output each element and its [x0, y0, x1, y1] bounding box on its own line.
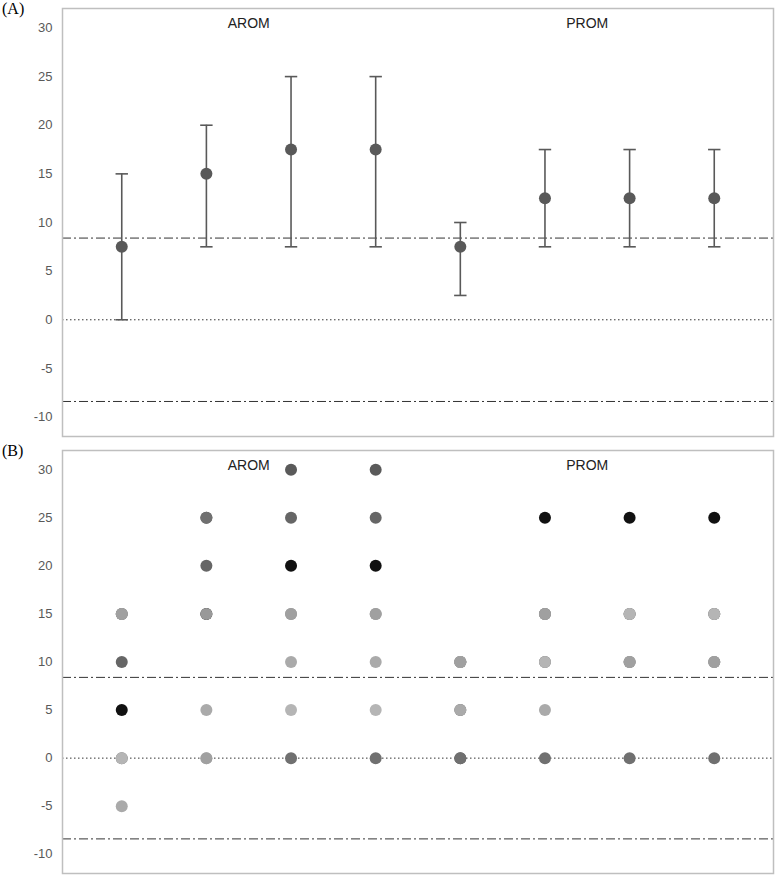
svg-text:20: 20: [38, 117, 52, 132]
svg-text:PROM: PROM: [566, 457, 608, 473]
svg-text:AROM: AROM: [228, 457, 270, 473]
svg-text:30: 30: [38, 20, 52, 35]
svg-text:25: 25: [38, 69, 52, 84]
svg-text:-10: -10: [34, 846, 53, 861]
svg-text:10: 10: [38, 215, 52, 230]
svg-text:AROM: AROM: [228, 15, 270, 31]
svg-text:15: 15: [38, 606, 52, 621]
svg-text:25: 25: [38, 510, 52, 525]
svg-text:10: 10: [38, 654, 52, 669]
svg-text:PROM: PROM: [566, 15, 608, 31]
svg-text:5: 5: [45, 263, 52, 278]
svg-text:5: 5: [45, 702, 52, 717]
svg-text:15: 15: [38, 166, 52, 181]
svg-text:0: 0: [45, 312, 52, 327]
svg-text:20: 20: [38, 558, 52, 573]
html-text:(A): (A): [2, 0, 25, 17]
svg-text:-10: -10: [34, 409, 53, 424]
svg-text:30: 30: [38, 462, 52, 477]
svg-text:-5: -5: [41, 798, 53, 813]
svg-text:0: 0: [45, 750, 52, 765]
html-text:(B): (B): [2, 442, 24, 459]
svg-text:-5: -5: [41, 361, 53, 376]
